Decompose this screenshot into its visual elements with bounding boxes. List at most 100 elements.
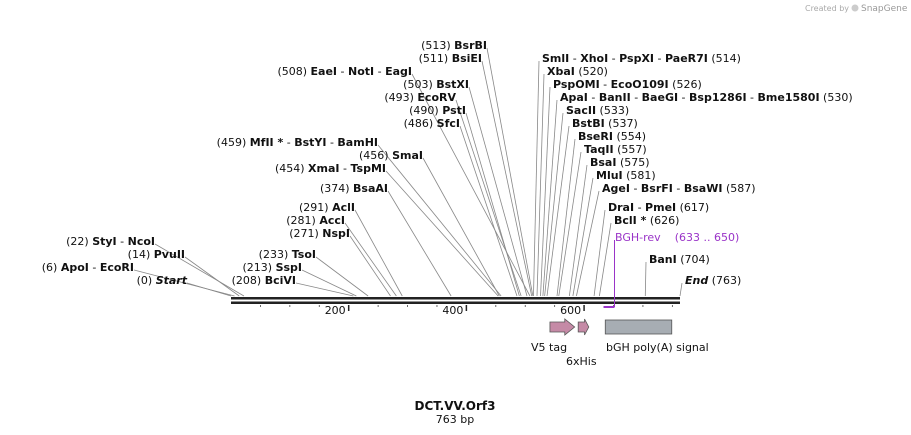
site-626[interactable]: BclI * (626) — [614, 214, 679, 227]
site-line-490 — [465, 112, 520, 297]
site-text: (291) AclI — [299, 201, 355, 214]
site-line-459 — [377, 144, 502, 297]
site-text: AgeI - BsrFI - BsaWI (587) — [602, 182, 756, 195]
site-position: (213) — [242, 261, 275, 274]
site-line-533 — [544, 112, 564, 297]
site-position: (459) — [217, 136, 250, 149]
ruler: 200 400 600 — [260, 304, 673, 317]
site-text: (281) AccI — [286, 214, 345, 227]
site-position: (617) — [676, 201, 709, 214]
site-position: (533) — [596, 104, 629, 117]
site-503[interactable]: (503) BstXI — [403, 78, 469, 91]
feature-box — [604, 319, 673, 335]
enzyme-name: BciVI — [265, 274, 296, 287]
site-line-520 — [536, 73, 545, 297]
site-position: (508) — [277, 65, 310, 78]
site-position: (520) — [575, 65, 608, 78]
separator: - — [340, 162, 351, 175]
enzyme-name: PmeI — [645, 201, 676, 214]
primer-label: BGH-rev (633 .. 650) — [615, 231, 739, 244]
feature-6xhis[interactable]: 6xHis — [566, 318, 597, 368]
site-position: (554) — [613, 130, 646, 143]
site-513[interactable]: (513) BsrBI — [421, 39, 487, 52]
site-6[interactable]: (6) ApoI - EcoRI — [42, 261, 134, 274]
site-530[interactable]: ApaI - BanII - BaeGI - Bsp1286I - Bme158… — [560, 91, 853, 104]
site-533[interactable]: SacII (533) — [566, 104, 629, 117]
site-208[interactable]: (208) BciVI — [232, 274, 296, 287]
site-454[interactable]: (454) XmaI - TspMI — [275, 162, 386, 175]
enzyme-name: NspI — [322, 227, 350, 240]
site-508[interactable]: (508) EaeI - NotI - EagI — [277, 65, 412, 78]
enzyme-name: BstBI — [572, 117, 605, 130]
site-271[interactable]: (271) NspI — [289, 227, 350, 240]
map-title: DCT.VV.Orf3 — [415, 399, 496, 413]
enzyme-name: SfcI — [437, 117, 460, 130]
site-0[interactable]: (0) Start — [137, 274, 188, 287]
primer-name: BGH-rev — [615, 231, 661, 244]
site-456[interactable]: (456) SmaI — [359, 149, 423, 162]
map-length: 763 bp — [436, 413, 474, 426]
separator: - — [569, 52, 580, 65]
site-459[interactable]: (459) MfII * - BstYI - BamHI — [217, 136, 378, 149]
site-581[interactable]: MluI (581) — [596, 169, 656, 182]
site-position: (456) — [359, 149, 392, 162]
site-587[interactable]: AgeI - BsrFI - BsaWI (587) — [602, 182, 756, 195]
site-14[interactable]: (14) PvuII — [128, 248, 185, 261]
enzyme-name: PspXI — [619, 52, 654, 65]
enzyme-name: SspI — [276, 261, 302, 274]
site-490[interactable]: (490) PstI — [409, 104, 466, 117]
site-line-526 — [540, 86, 551, 297]
site-position: (0) — [137, 274, 156, 287]
site-763[interactable]: End (763) — [685, 274, 741, 287]
site-520[interactable]: XbaI (520) — [547, 65, 608, 78]
site-line-271 — [349, 235, 391, 297]
site-617[interactable]: DraI - PmeI (617) — [608, 201, 709, 214]
site-line-763 — [679, 282, 683, 297]
separator: - — [283, 136, 294, 149]
separator: - — [747, 91, 758, 104]
site-514[interactable]: SmlI - XhoI - PspXI - PaeR7I (514) — [542, 52, 741, 65]
site-line-554 — [556, 138, 576, 297]
site-554[interactable]: BseRI (554) — [578, 130, 646, 143]
site-493[interactable]: (493) EcoRV — [384, 91, 456, 104]
site-511[interactable]: (511) BsiEI — [419, 52, 482, 65]
primer-bgh-rev[interactable]: BGH-rev (633 .. 650) — [603, 231, 739, 308]
site-position: (233) — [259, 248, 292, 261]
site-text: (508) EaeI - NotI - EagI — [277, 65, 412, 78]
site-575[interactable]: BsaI (575) — [590, 156, 650, 169]
site-text: (456) SmaI — [359, 149, 423, 162]
site-486[interactable]: (486) SfcI — [404, 117, 460, 130]
site-374[interactable]: (374) BsaAI — [320, 182, 388, 195]
site-position: (14) — [128, 248, 154, 261]
site-position: (704) — [677, 253, 710, 266]
site-line-291 — [354, 209, 403, 297]
site-position: (557) — [614, 143, 647, 156]
feature-v5-tag[interactable]: V5 tag — [531, 318, 576, 354]
site-526[interactable]: PspOMI - EcoO109I (526) — [553, 78, 702, 91]
enzyme-name: TsoI — [292, 248, 316, 261]
feature-bgh-poly-a-signal[interactable]: bGH poly(A) signal — [604, 319, 709, 354]
site-213[interactable]: (213) SspI — [242, 261, 302, 274]
site-position: (374) — [320, 182, 353, 195]
site-position: (493) — [384, 91, 417, 104]
site-text: SmlI - XhoI - PspXI - PaeR7I (514) — [542, 52, 741, 65]
enzyme-name: NotI — [348, 65, 374, 78]
site-22[interactable]: (22) StyI - NcoI — [66, 235, 155, 248]
site-233[interactable]: (233) TsoI — [259, 248, 316, 261]
enzyme-name: BseRI — [578, 130, 613, 143]
feature-label: V5 tag — [531, 341, 567, 354]
sequence-backbone — [231, 297, 680, 304]
site-704[interactable]: BanI (704) — [649, 253, 710, 266]
separator: - — [337, 65, 348, 78]
separator: - — [631, 91, 642, 104]
site-557[interactable]: TaqII (557) — [584, 143, 647, 156]
site-position: (208) — [232, 274, 265, 287]
enzyme-name: BsrFI — [641, 182, 673, 195]
site-position: (291) — [299, 201, 332, 214]
site-text: (14) PvuII — [128, 248, 185, 261]
site-281[interactable]: (281) AccI — [286, 214, 345, 227]
site-291[interactable]: (291) AclI — [299, 201, 355, 214]
site-line-626 — [598, 222, 612, 297]
site-537[interactable]: BstBI (537) — [572, 117, 638, 130]
separator: - — [326, 136, 337, 149]
